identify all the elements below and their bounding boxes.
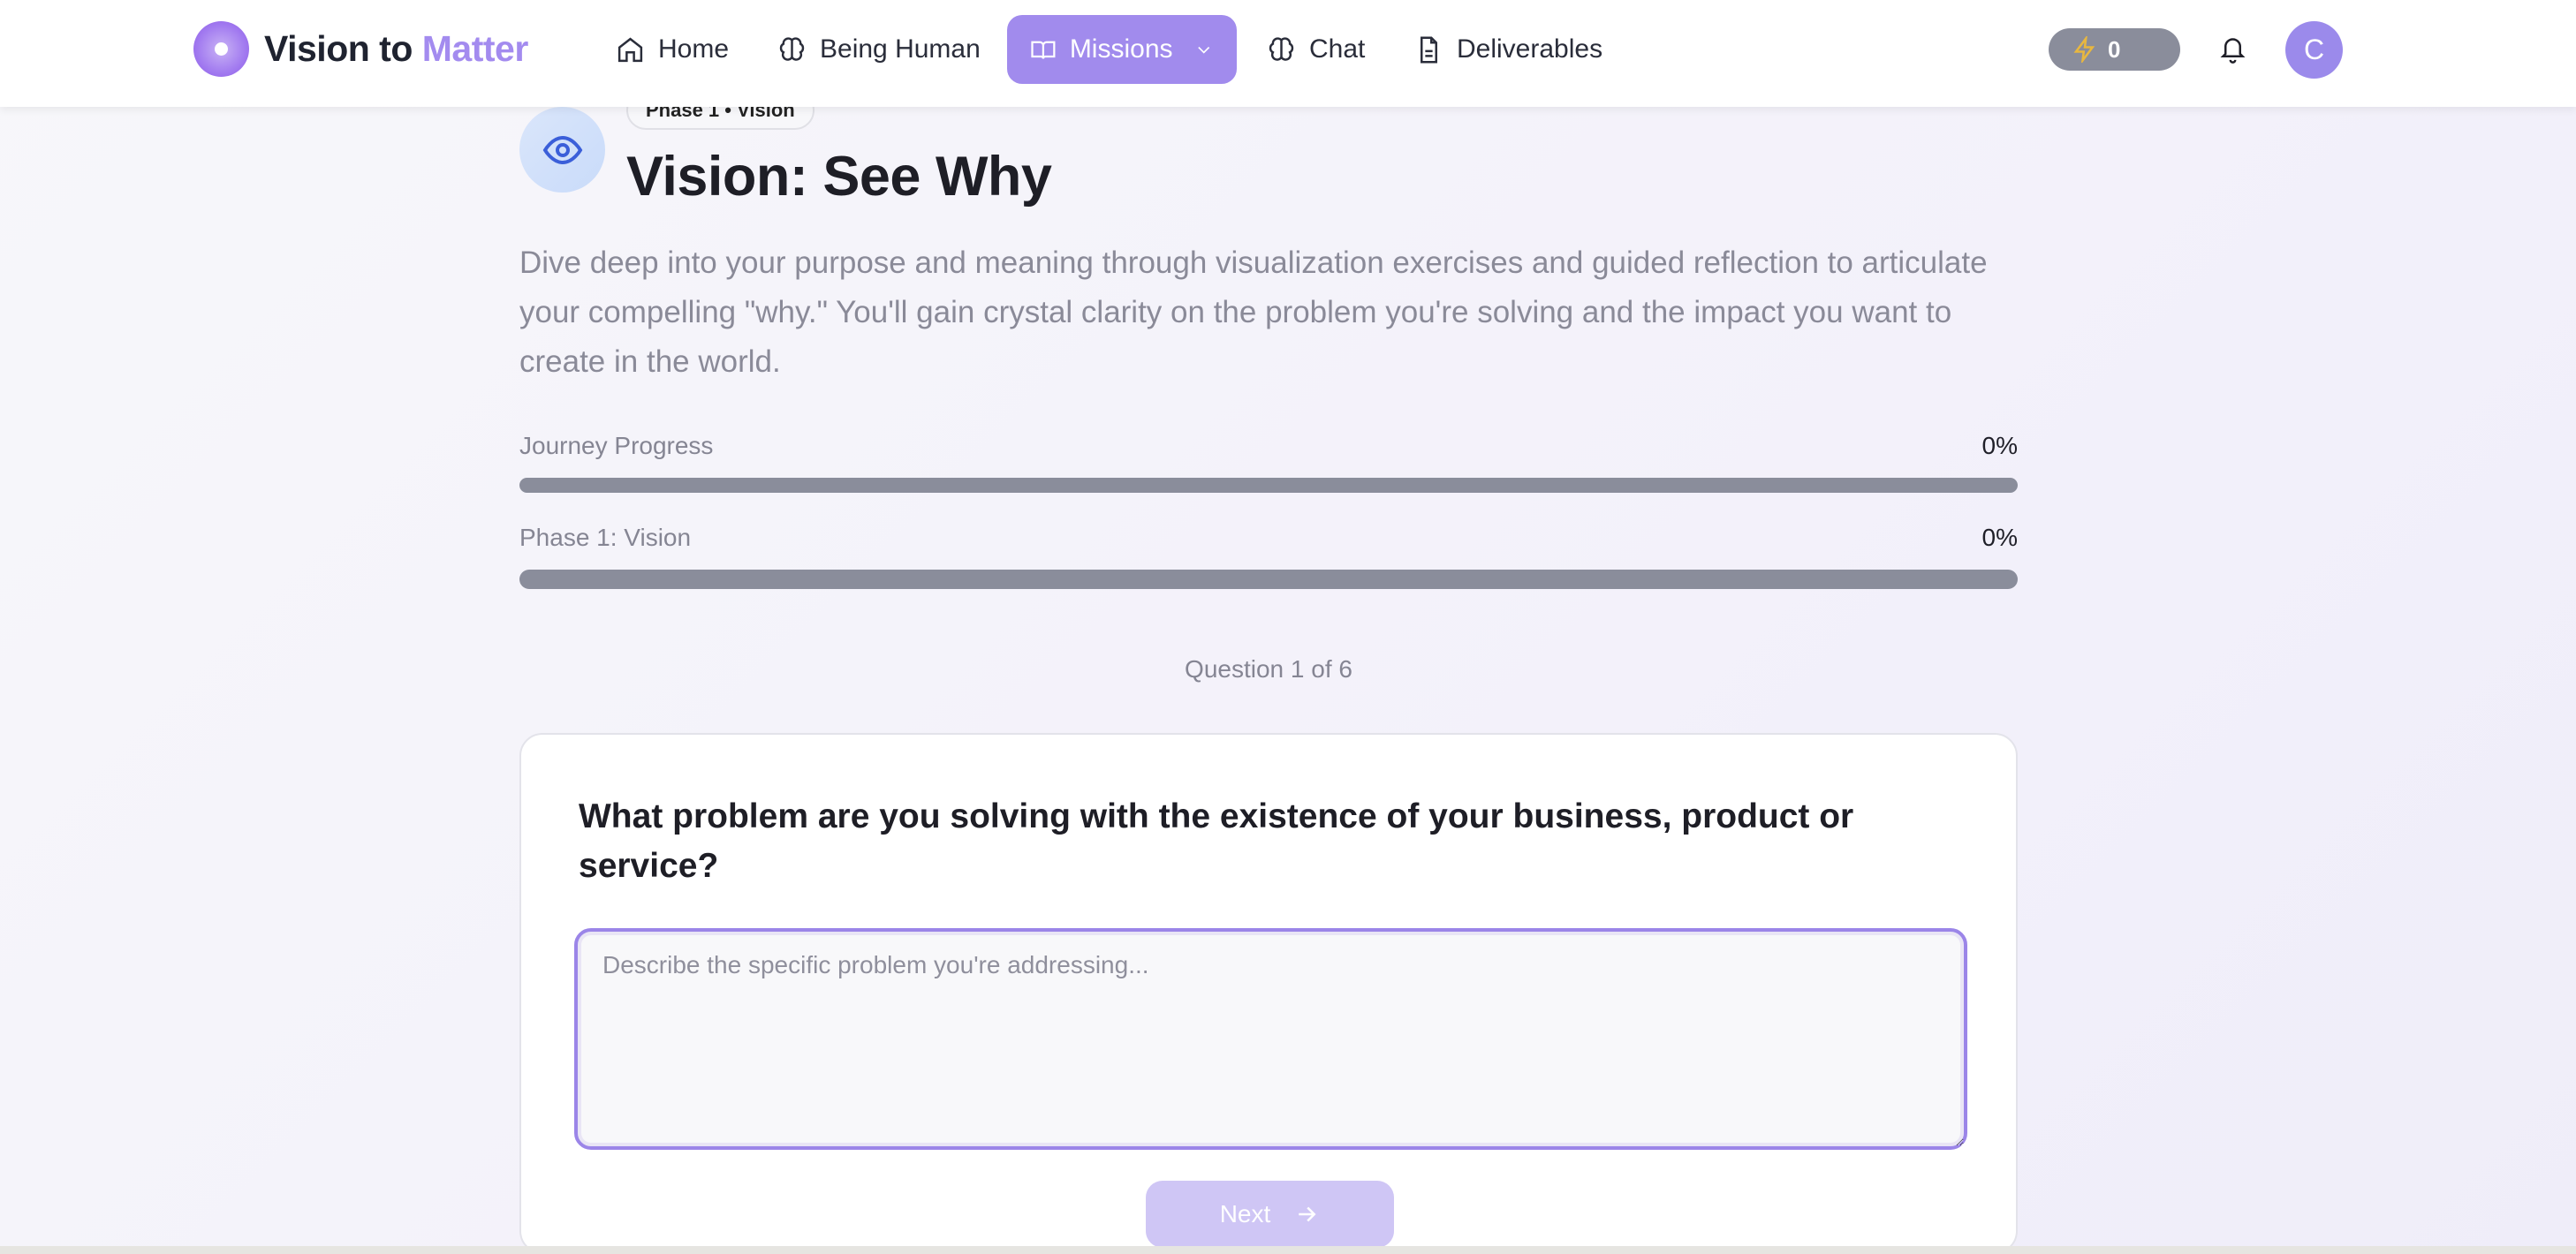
avatar[interactable]: C <box>2285 21 2343 79</box>
window-bottom-edge <box>0 1246 2576 1254</box>
file-text-icon <box>1421 36 1437 63</box>
question-text: What problem are you solving with the ex… <box>579 797 1854 885</box>
answer-input[interactable] <box>574 928 1967 1150</box>
brain-icon <box>779 36 805 61</box>
phase-progress-label: Phase 1: Vision <box>519 524 692 551</box>
question-card: What problem are you solving with the ex… <box>519 733 2018 1254</box>
arrow-right-icon <box>1299 1206 1316 1222</box>
nav-being-human[interactable]: Being Human <box>777 15 981 84</box>
page-title: Vision: See Why <box>626 146 1052 208</box>
phase-description: Dive deep into your purpose and meaning … <box>519 246 1988 379</box>
home-icon <box>617 37 643 62</box>
lightning-icon <box>2073 36 2095 63</box>
journey-progress-value: 0% <box>1981 432 2018 459</box>
nav-chat[interactable]: Chat <box>1267 15 1365 84</box>
question-counter: Question 1 of 6 <box>1185 655 1352 683</box>
brand-part1: Vision to <box>264 28 413 69</box>
brand-part2: Matter <box>421 28 529 69</box>
nav-label: Chat <box>1309 34 1366 64</box>
energy-count: 0 <box>2108 35 2121 63</box>
phase-icon-circle <box>519 107 605 193</box>
nav-missions[interactable]: Missions <box>1007 15 1237 84</box>
nav-label: Deliverables <box>1457 34 1603 64</box>
energy-badge[interactable]: 0 <box>2049 28 2180 71</box>
bell-icon[interactable] <box>2218 33 2247 65</box>
nav-label: Being Human <box>820 34 981 64</box>
chevron-down-icon <box>1197 46 1209 54</box>
phase-progress-value: 0% <box>1981 524 2018 551</box>
brand-name[interactable]: Vision to Matter <box>264 28 528 70</box>
next-label: Next <box>1219 1200 1271 1228</box>
logo-icon[interactable] <box>193 21 249 77</box>
nav-label: Missions <box>1069 34 1173 64</box>
journey-progress-bar <box>519 478 2018 493</box>
next-button[interactable]: Next <box>1146 1181 1394 1248</box>
phase-progress-bar <box>519 570 2018 589</box>
journey-progress-label: Journey Progress <box>519 432 714 459</box>
eye-icon <box>542 135 582 164</box>
nav-deliverables[interactable]: Deliverables <box>1414 15 1602 84</box>
top-nav: Vision to Matter Home Being Human Missio… <box>0 0 2576 107</box>
book-open-icon <box>1031 41 1056 59</box>
brain-icon <box>1269 36 1294 61</box>
nav-label: Home <box>658 34 730 64</box>
nav-home[interactable]: Home <box>616 15 729 84</box>
